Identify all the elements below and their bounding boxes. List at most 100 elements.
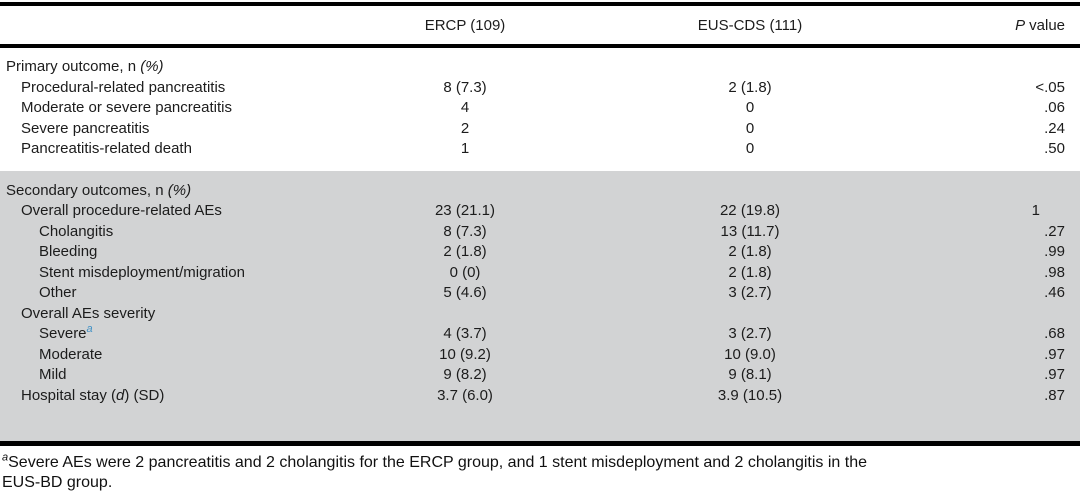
table-row: Moderate 10 (9.2) 10 (9.0) .97 — [0, 345, 1080, 366]
p-value-cell: .06 — [1044, 99, 1065, 116]
row-label: Overall procedure-related AEs — [0, 201, 340, 222]
table-row: Procedural-related pancreatitis 8 (7.3) 2 … — [0, 78, 1080, 99]
row-label: Severe pancreatitis — [0, 119, 340, 140]
ercp-value-cell: 8 (7.3) — [443, 78, 487, 96]
p-value-cell: 1 — [1031, 202, 1040, 219]
row-label-segment: Overall procedure-related AEs — [21, 202, 222, 219]
ercp-value-cell: 1 — [460, 140, 470, 157]
row-label-segment: Mild — [39, 366, 67, 383]
eus-cds-value-cell: 9 (8.1) — [728, 366, 772, 383]
row-label-segment: Cholangitis — [39, 222, 114, 240]
row-label: Pancreatitis-related death — [0, 139, 340, 160]
p-value-rest: value — [1029, 16, 1065, 34]
header-ercp-column: ERCP (109) — [424, 16, 506, 34]
row-label-italic-segment: (%) — [167, 181, 192, 199]
row-label: Other — [0, 283, 340, 304]
footnote-marker: a — [2, 451, 9, 464]
eus-cds-value-cell: 0 — [745, 140, 755, 157]
table-row: Overall procedure-related AEs 23 (21.1) 22… — [0, 201, 1080, 222]
p-value-cell: .99 — [1044, 243, 1065, 260]
table-row: Moderate or severe pancreatitis 4 0 .06 — [0, 98, 1080, 119]
table-row: Secondary outcomes, n (%) — [0, 181, 1080, 202]
superscript-marker: a — [86, 323, 93, 335]
p-value-cell: .97 — [1044, 366, 1065, 383]
table-row: Overall AEs severity — [0, 304, 1080, 325]
eus-cds-value-cell: 22 (19.8) — [719, 202, 781, 219]
table-row: Severea 4 (3.7) 3 (2.7) .68 — [0, 324, 1080, 345]
ercp-value-cell: 23 (21.1) — [434, 202, 496, 219]
footnote-line-2: EUS-BD group. — [2, 473, 1080, 493]
p-value-cell: .97 — [1044, 345, 1065, 363]
ercp-value-cell: 9 (8.2) — [443, 366, 487, 383]
row-label-italic-segment: d — [116, 386, 125, 404]
ercp-value-cell: 2 (1.8) — [443, 243, 487, 260]
ercp-value-cell: 0 (0) — [449, 263, 481, 281]
header-eus-cds-column: EUS-CDS (111) — [697, 16, 803, 34]
eus-cds-value-cell — [590, 181, 910, 202]
table-row: Other 5 (4.6) 3 (2.7) .46 — [0, 283, 1080, 304]
row-label-segment: Secondary outcomes, n — [6, 181, 168, 199]
row-label: Stent misdeployment/migration — [0, 263, 340, 284]
p-value-cell: .46 — [1044, 284, 1065, 301]
table-row: Primary outcome, n (%) — [0, 57, 1080, 78]
row-label-segment: Pancreatitis-related death — [21, 140, 192, 157]
p-value-cell: .98 — [1044, 263, 1065, 281]
p-value-cell: <.05 — [1035, 78, 1065, 96]
ercp-value-cell: 4 (3.7) — [443, 325, 487, 342]
footnote-line-1: aSevere AEs were 2 pancreatitis and 2 ch… — [2, 451, 1080, 473]
p-value-italic-p: P — [1015, 16, 1026, 34]
eus-cds-value-cell: 13 (11.7) — [720, 222, 780, 240]
row-label: Hospital stay (d) (SD) — [0, 386, 340, 407]
table-row: Cholangitis 8 (7.3) 13 (11.7) .27 — [0, 222, 1080, 243]
table-row: Mild 9 (8.2) 9 (8.1) .97 — [0, 365, 1080, 386]
footnote-text-1: Severe AEs were 2 pancreatitis and 2 cho… — [8, 454, 867, 471]
row-label: Moderate — [0, 345, 340, 366]
row-label-segment: Severe pancreatitis — [21, 119, 150, 137]
ercp-value-cell: 2 — [460, 119, 470, 137]
p-value-cell — [910, 181, 1080, 202]
table-row: Severe pancreatitis 2 0 .24 — [0, 119, 1080, 140]
eus-cds-value-cell: 0 — [745, 99, 755, 116]
table-bottom-rule — [0, 441, 1080, 446]
ercp-value-cell — [340, 181, 590, 202]
ercp-value-cell: 10 (9.2) — [439, 345, 491, 363]
table-top-rule — [0, 2, 1080, 6]
ercp-value-cell — [340, 57, 590, 78]
row-label-segment: Stent misdeployment/migration — [39, 263, 245, 281]
ercp-value-cell: 3.7 (6.0) — [437, 386, 493, 404]
row-label-segment: Hospital stay ( — [21, 386, 117, 404]
row-label-segment: ) (SD) — [124, 386, 165, 404]
row-label: Overall AEs severity — [0, 304, 340, 325]
eus-cds-value-cell — [590, 304, 910, 325]
row-label-segment: Other — [39, 284, 77, 301]
p-value-cell — [910, 57, 1080, 78]
table-section-gray: Secondary outcomes, n (%) Overall procedu… — [0, 170, 1080, 441]
table-section-white: Primary outcome, n (%) Procedural-related… — [0, 48, 1080, 171]
row-label-segment: Bleeding — [39, 243, 98, 260]
row-label-segment: Primary outcome, n — [6, 58, 141, 75]
row-label-segment: Overall AEs severity — [21, 304, 156, 322]
row-label: Bleeding — [0, 242, 340, 263]
table-row: Stent misdeployment/migration 0 (0) 2 (1.8… — [0, 263, 1080, 284]
table-row: Hospital stay (d) (SD) 3.7 (6.0) 3.9 (10.5… — [0, 386, 1080, 407]
table-row: Pancreatitis-related death 1 0 .50 — [0, 139, 1080, 160]
row-label: Cholangitis — [0, 222, 340, 243]
row-label: Primary outcome, n (%) — [0, 57, 340, 78]
eus-cds-value-cell: 3.9 (10.5) — [717, 386, 783, 404]
header-bottom-rule — [0, 44, 1080, 48]
ercp-value-cell: 5 (4.6) — [443, 284, 487, 301]
row-label: Mild — [0, 365, 340, 386]
row-label-segment: Moderate or severe pancreatitis — [21, 99, 232, 116]
row-label: Procedural-related pancreatitis — [0, 78, 340, 99]
row-label-italic-segment: (%) — [140, 58, 164, 75]
p-value-cell: .24 — [1044, 119, 1065, 137]
row-label: Moderate or severe pancreatitis — [0, 98, 340, 119]
eus-cds-value-cell: 2 (1.8) — [728, 243, 772, 260]
ercp-value-cell — [340, 304, 590, 325]
row-label-segment: Procedural-related pancreatitis — [21, 78, 226, 96]
table-body: Primary outcome, n (%) Procedural-related… — [0, 48, 1080, 441]
ercp-value-cell: 8 (7.3) — [443, 222, 487, 240]
eus-cds-value-cell: 2 (1.8) — [728, 263, 772, 281]
